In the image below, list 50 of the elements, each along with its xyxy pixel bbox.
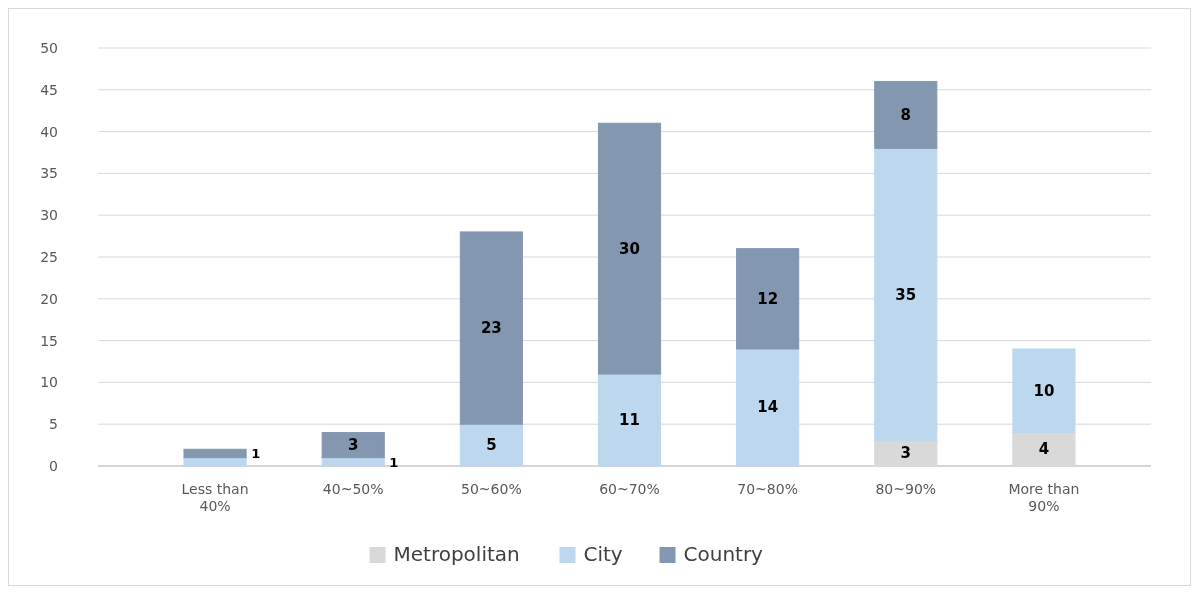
data-label: 1: [251, 446, 261, 462]
y-tick-label: 30: [40, 207, 58, 224]
y-tick-label: 10: [40, 374, 58, 391]
data-label: 11: [619, 411, 640, 430]
data-label: 35: [895, 285, 917, 304]
bar: [874, 147, 938, 442]
data-label: 5: [486, 436, 497, 455]
legend-label: City: [583, 542, 623, 566]
legend-label: Metropolitan: [393, 542, 520, 566]
data-label: 14: [757, 398, 779, 417]
bar: [736, 348, 800, 467]
y-tick-label: 25: [40, 249, 58, 265]
bar: [874, 80, 938, 149]
y-tick-label: 45: [40, 81, 58, 98]
data-label: 3: [900, 444, 912, 463]
bar: [183, 448, 247, 459]
bar: [1012, 432, 1076, 467]
data-label: 30: [619, 239, 640, 258]
bar: [321, 457, 385, 467]
y-tick-label: 20: [40, 290, 58, 307]
x-tick-label: 50~60%: [461, 481, 522, 497]
y-tick-label: 35: [40, 165, 58, 182]
bar: [183, 457, 247, 467]
x-tick-label: 80~90%: [875, 481, 937, 497]
bar: [597, 373, 662, 467]
bar: [459, 231, 523, 425]
data-label: 4: [1038, 440, 1050, 459]
y-tick-label: 50: [40, 40, 58, 56]
data-label: 1: [389, 454, 399, 470]
data-label: 12: [757, 289, 779, 308]
y-tick-label: 0: [49, 458, 58, 474]
x-tick-label: 70~80%: [737, 481, 798, 497]
data-label: 23: [480, 319, 502, 338]
y-tick-label: 40: [40, 123, 58, 140]
bar: [459, 423, 523, 467]
data-label: 8: [900, 105, 912, 124]
x-tick-label: More than 90%: [1008, 481, 1080, 514]
bar: [1012, 348, 1076, 434]
x-tick-label: 60~70%: [599, 481, 660, 497]
bar: [321, 432, 385, 459]
bar: [874, 440, 938, 467]
data-label: 3: [347, 436, 359, 455]
x-tick-label: 40~50%: [322, 481, 384, 497]
data-label: 10: [1033, 381, 1055, 400]
x-tick-label: Less than 40%: [181, 481, 249, 514]
bar: [736, 248, 800, 350]
legend-label: Country: [683, 542, 764, 566]
y-tick-label: 5: [49, 416, 58, 433]
bar: [597, 122, 662, 375]
y-tick-label: 15: [40, 332, 58, 349]
